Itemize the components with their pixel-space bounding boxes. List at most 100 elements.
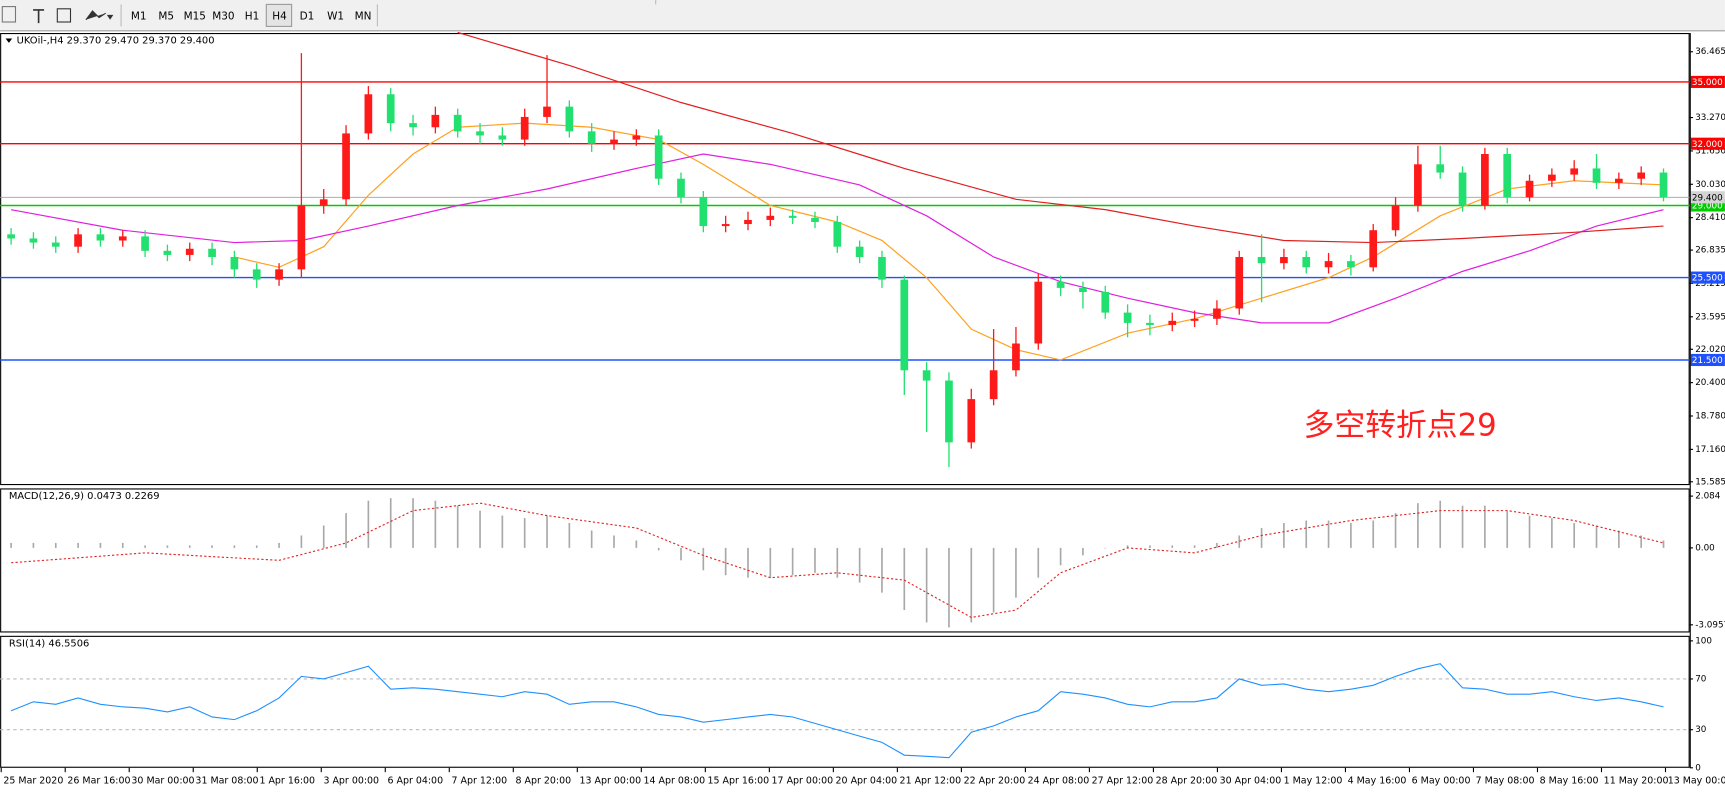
x-tick-label: 21 Apr 12:00 — [900, 776, 962, 787]
level-label: 25.500 — [1692, 274, 1723, 284]
candle-body — [945, 380, 953, 443]
x-tick-label: 8 Apr 20:00 — [515, 776, 571, 787]
histogram-bar — [769, 547, 772, 578]
histogram-bar — [1082, 547, 1084, 556]
histogram-bar — [546, 515, 548, 548]
histogram-bar — [568, 523, 571, 548]
indicator-title: MACD(12,26,9) 0.0473 0.2269 — [9, 491, 160, 502]
candle-body — [632, 135, 641, 140]
y-tick-label: 30 — [1695, 725, 1707, 735]
candle-body — [1101, 292, 1110, 313]
histogram-bar — [1417, 503, 1419, 548]
histogram-bar — [1037, 547, 1040, 578]
candle-body — [1213, 308, 1221, 319]
histogram-bar — [10, 542, 12, 548]
histogram-bar — [1372, 520, 1375, 548]
histogram-bar — [300, 535, 303, 548]
candle-body — [364, 94, 373, 134]
histogram-bar — [1640, 535, 1643, 548]
y-tick-label: 23.595 — [1695, 312, 1725, 322]
histogram-bar — [657, 547, 660, 551]
candle-body — [1570, 168, 1579, 175]
candle-body — [1592, 168, 1601, 183]
histogram-bar — [456, 505, 459, 548]
candle-body — [1324, 261, 1333, 268]
histogram-bar — [255, 545, 258, 548]
candle-body — [721, 224, 730, 227]
timeframe-button[interactable]: MN — [355, 10, 372, 22]
histogram-bar — [1260, 528, 1263, 548]
candle-body — [1012, 343, 1020, 371]
histogram-bar — [1327, 520, 1330, 548]
candle-body — [1659, 172, 1668, 198]
histogram-bar — [278, 542, 280, 548]
y-tick-label: 36.465 — [1695, 47, 1725, 57]
timeframe-button[interactable]: W1 — [327, 10, 344, 22]
candle-body — [878, 256, 886, 280]
y-tick-label: 17.160 — [1695, 445, 1725, 455]
candle-body — [833, 221, 842, 247]
x-tick-label: 6 Apr 04:00 — [387, 776, 443, 787]
candle-body — [163, 250, 172, 255]
timeframe-button[interactable]: D1 — [300, 10, 315, 22]
histogram-bar — [166, 545, 169, 548]
candle-body — [1436, 164, 1445, 173]
tool-icon[interactable] — [1, 6, 17, 23]
histogram-bar — [77, 542, 79, 548]
candle-body — [1615, 178, 1623, 183]
histogram-bar — [1551, 518, 1553, 548]
timeframe-button[interactable]: H1 — [245, 10, 260, 22]
moving-average — [457, 31, 1664, 244]
candle-body — [1257, 256, 1266, 264]
candle-body — [498, 135, 507, 140]
timeframe-button[interactable]: H4 — [272, 10, 287, 22]
timeframe-button[interactable]: M5 — [158, 10, 174, 22]
histogram-bar — [791, 547, 794, 576]
level-label: 35.000 — [1692, 78, 1723, 88]
panel-frame — [0, 32, 1690, 486]
histogram-bar — [32, 542, 35, 548]
timeframe-button[interactable]: M1 — [131, 10, 147, 22]
x-tick-label: 15 Apr 16:00 — [708, 776, 770, 787]
tool-icon[interactable] — [56, 8, 72, 23]
y-tick-label: 100 — [1695, 636, 1712, 646]
candle-body — [1235, 256, 1244, 309]
title-icon — [5, 38, 13, 43]
candle-body — [1302, 256, 1311, 268]
histogram-bar — [1528, 515, 1531, 548]
tool-icon[interactable] — [33, 9, 45, 24]
candle-body — [96, 234, 105, 241]
histogram-bar — [1595, 525, 1598, 548]
histogram-bar — [858, 547, 861, 583]
x-tick-label: 6 May 00:00 — [1412, 776, 1471, 787]
candle-body — [476, 131, 484, 136]
level-label-bg — [1690, 75, 1725, 88]
histogram-bar — [970, 547, 973, 623]
timeframe-button[interactable]: M30 — [212, 10, 234, 22]
candle-body — [1146, 322, 1154, 325]
y-tick-label: 15.585 — [1695, 477, 1725, 487]
candle-body — [319, 199, 328, 206]
histogram-bar — [1238, 535, 1241, 548]
histogram-bar — [702, 547, 705, 571]
histogram-bar — [233, 545, 236, 548]
candle-body — [1637, 172, 1646, 179]
histogram-bar — [747, 547, 749, 578]
candle-body — [141, 236, 149, 251]
x-tick-label: 30 Apr 04:00 — [1220, 776, 1282, 787]
x-tick-label: 14 Apr 08:00 — [644, 776, 706, 787]
chart-title: UKOil-,H4 29.370 29.470 29.370 29.400 — [17, 36, 215, 47]
histogram-bar — [613, 535, 615, 548]
x-tick-label: 24 Apr 08:00 — [1028, 776, 1090, 787]
rsi-line — [10, 663, 1664, 759]
histogram-bar — [590, 530, 593, 548]
histogram-bar — [412, 498, 414, 548]
candle-body — [1056, 281, 1065, 288]
y-tick-label: 33.270 — [1695, 113, 1725, 123]
candle-body — [275, 269, 283, 280]
tool-icon[interactable] — [85, 10, 114, 21]
timeframe-button[interactable]: M15 — [184, 10, 206, 22]
histogram-bar — [992, 547, 995, 613]
y-tick-label: 22.020 — [1695, 345, 1725, 355]
candle-body — [1034, 281, 1043, 344]
